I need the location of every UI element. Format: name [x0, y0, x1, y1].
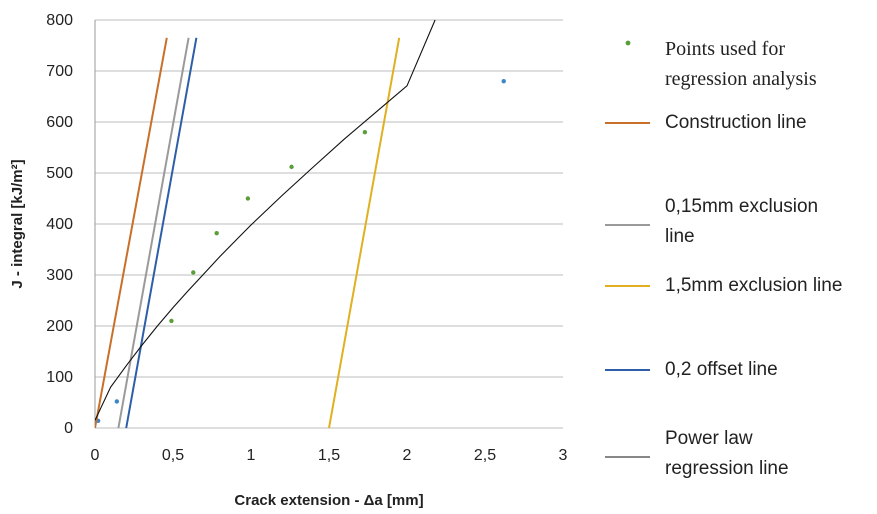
y-tick-label: 500 [46, 165, 73, 182]
data-point [114, 399, 120, 404]
legend-label: 1,5mm exclusion line [665, 275, 842, 296]
x-tick-label: 2,5 [474, 447, 496, 464]
y-axis-title: J - integral [kJ/m²] [9, 159, 26, 288]
legend-label: regression analysis [665, 68, 817, 90]
legend-label: regression line [665, 458, 789, 479]
plot-series [95, 19, 506, 429]
y-tick-label: 200 [46, 318, 73, 335]
legend-label: 0,2 offset line [665, 359, 778, 380]
x-tick-label: 0,5 [162, 447, 184, 464]
legend-label: line [665, 226, 695, 247]
y-tick-label: 300 [46, 267, 73, 284]
x-tick-label: 0 [91, 447, 100, 464]
series-line [328, 37, 401, 429]
legend: Points used for regression analysis Constr… [605, 38, 842, 479]
x-tick-label: 2 [403, 447, 412, 464]
data-point [289, 164, 294, 170]
y-tick-label: 400 [46, 216, 73, 233]
data-point [214, 230, 219, 236]
y-tick-label: 0 [64, 420, 73, 437]
data-point [191, 270, 196, 275]
y-tick-label: 100 [46, 369, 73, 386]
data-point [501, 79, 506, 84]
data-point [169, 318, 174, 324]
x-tick-label: 1,5 [318, 447, 340, 464]
y-tick-label: 700 [46, 63, 73, 80]
legend-label: Power law [665, 428, 753, 449]
series-line [117, 37, 190, 429]
series-line [125, 37, 198, 429]
legend-label: 0,15mm exclusion [665, 196, 818, 217]
legend-label: Construction line [665, 112, 807, 133]
data-point [362, 130, 368, 135]
data-point [245, 196, 251, 201]
series-line [95, 37, 168, 429]
series-line [95, 19, 436, 421]
legend-marker [625, 40, 631, 46]
x-tick-label: 3 [559, 447, 568, 464]
y-tick-label: 600 [46, 114, 73, 131]
y-tick-label: 800 [46, 12, 73, 29]
tick-labels: 0 100 200 300 400 500 600 700 800 0 0,5 1 1,5 2 2,5 3 [46, 12, 567, 464]
x-axis-title: Crack extension - Δa [mm] [234, 492, 423, 509]
x-tick-label: 1 [247, 447, 256, 464]
gridlines [95, 19, 563, 429]
legend-label: Points used for [665, 38, 785, 60]
